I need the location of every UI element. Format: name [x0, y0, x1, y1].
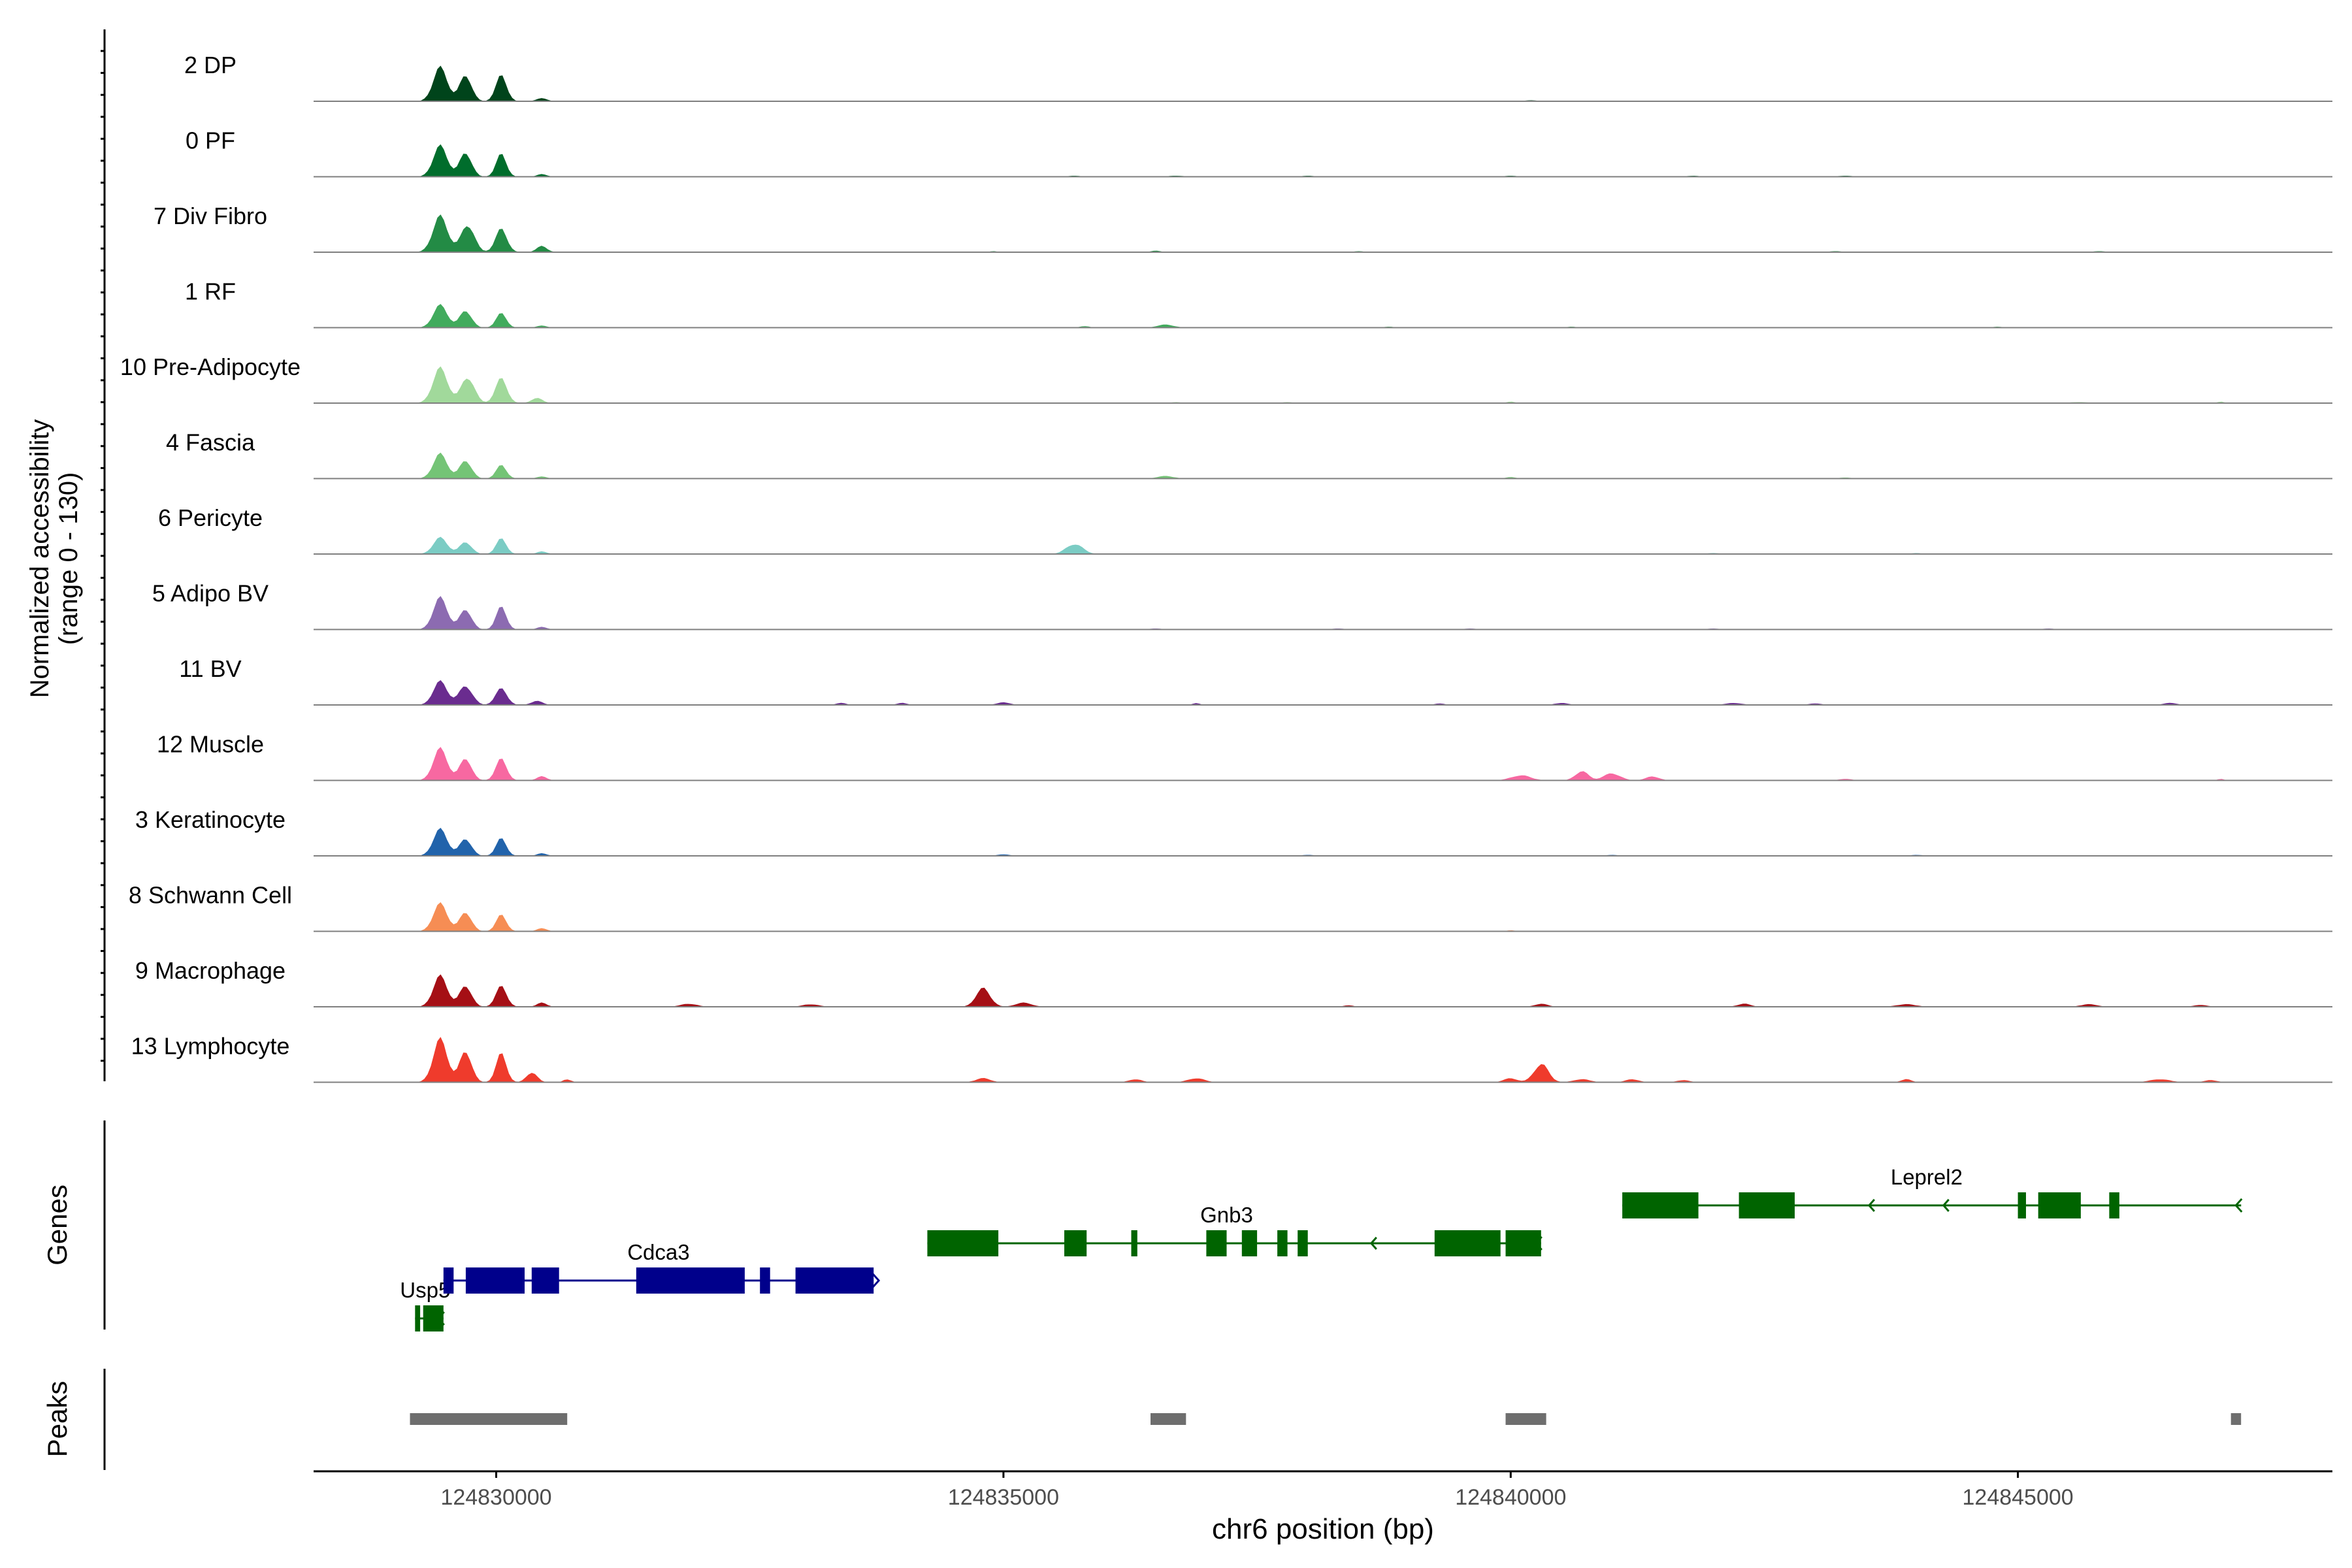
coverage-track: 3 Keratinocyte — [135, 806, 2332, 857]
gene-exon — [1434, 1230, 1501, 1256]
gene-exon — [443, 1267, 454, 1294]
coverage-track: 0 PF — [186, 127, 2332, 178]
coverage-track: 12 Muscle — [157, 731, 2332, 781]
genes-track: Usp5 Cdca3 Gnb3 Leprel2 — [400, 1165, 2243, 1331]
coverage-track: 13 Lymphocyte — [131, 1033, 2332, 1083]
peak-region — [1505, 1413, 1546, 1425]
track-label: 3 Keratinocyte — [135, 806, 286, 833]
coverage-track: 6 Pericyte — [158, 504, 2332, 555]
track-label: 8 Schwann Cell — [129, 882, 292, 909]
track-label: 2 DP — [184, 52, 237, 78]
gene-label: Leprel2 — [1891, 1165, 1963, 1189]
strand-arrow — [1369, 1237, 1377, 1250]
y-axis-title-line2: (range 0 - 130) — [54, 472, 83, 645]
gene-exon — [636, 1267, 745, 1294]
coverage-axis-ticks — [101, 50, 105, 1062]
gene-exon — [2109, 1192, 2119, 1218]
track-label: 12 Muscle — [157, 731, 264, 758]
strand-arrow — [872, 1273, 881, 1288]
gene-exon — [1206, 1230, 1227, 1256]
x-tick-label: 124840000 — [1455, 1485, 1566, 1510]
x-axis-title: chr6 position (bp) — [1212, 1513, 1434, 1545]
gene-exon — [927, 1230, 999, 1256]
track-label: 11 BV — [179, 655, 241, 682]
peaks-panel-label: Peaks — [42, 1381, 73, 1458]
gene-usp5: Usp5 — [400, 1278, 450, 1331]
track-label: 1 RF — [185, 278, 236, 305]
peak-region — [1151, 1413, 1186, 1425]
gene-exon — [1131, 1230, 1137, 1256]
track-label: 10 Pre-Adipocyte — [120, 353, 301, 380]
x-tick-label: 124830000 — [440, 1485, 551, 1510]
gene-exon — [760, 1267, 770, 1294]
track-label: 4 Fascia — [166, 429, 255, 456]
gene-exon — [1505, 1230, 1541, 1256]
x-axis-ticks: 124830000 124835000 124840000 124845000 — [440, 1471, 2074, 1510]
gene-exon — [415, 1305, 421, 1331]
gene-exon — [1739, 1192, 1795, 1218]
track-label: 7 Div Fibro — [154, 203, 267, 229]
coverage-track: 9 Macrophage — [135, 957, 2332, 1007]
track-label: 5 Adipo BV — [152, 580, 269, 607]
coverage-track: 4 Fascia — [166, 429, 2332, 480]
peaks-track — [410, 1413, 2242, 1425]
coverage-track: 7 Div Fibro — [154, 203, 2332, 253]
strand-arrow — [2234, 1198, 2243, 1213]
coverage-tracks: 2 DP 0 PF 7 Div Fibro 1 RF 10 Pre-Adipocyte 4… — [120, 52, 2332, 1083]
x-tick-label: 124835000 — [948, 1485, 1059, 1510]
coverage-track: 10 Pre-Adipocyte — [120, 353, 2332, 404]
genes-panel-label: Genes — [42, 1184, 73, 1266]
gene-exon — [531, 1267, 559, 1294]
coverage-track: 1 RF — [185, 278, 2332, 329]
gene-exon — [2017, 1192, 2026, 1218]
gene-exon — [1622, 1192, 1699, 1218]
gene-exon — [1277, 1230, 1288, 1256]
gene-cdca3: Cdca3 — [443, 1240, 881, 1294]
peak-region — [2230, 1413, 2242, 1425]
gene-leprel2: Leprel2 — [1622, 1165, 2243, 1218]
strand-arrow — [1867, 1199, 1876, 1212]
gene-label: Cdca3 — [627, 1240, 689, 1264]
y-axis-title-line1: Normalized accessibility — [25, 419, 54, 698]
track-label: 0 PF — [186, 127, 235, 154]
gene-exon — [465, 1267, 525, 1294]
coverage-track: 8 Schwann Cell — [129, 882, 2332, 932]
gene-exon — [2038, 1192, 2081, 1218]
track-label: 9 Macrophage — [135, 957, 286, 984]
gene-exon — [1298, 1230, 1308, 1256]
gene-exon — [423, 1305, 444, 1331]
track-label: 6 Pericyte — [158, 504, 263, 531]
strand-arrow — [1942, 1199, 1950, 1212]
gene-gnb3: Gnb3 — [927, 1203, 1543, 1256]
gene-label: Usp5 — [400, 1278, 450, 1302]
gene-exon — [1241, 1230, 1258, 1256]
peak-region — [410, 1413, 568, 1425]
x-tick-label: 124845000 — [1963, 1485, 2074, 1510]
coverage-track: 2 DP — [184, 52, 2332, 102]
coverage-track: 11 BV — [179, 655, 2332, 706]
gene-exon — [1064, 1230, 1087, 1256]
gene-label: Gnb3 — [1200, 1203, 1253, 1227]
gene-exon — [795, 1267, 874, 1294]
coverage-track: 5 Adipo BV — [152, 580, 2332, 630]
track-label: 13 Lymphocyte — [131, 1033, 290, 1060]
